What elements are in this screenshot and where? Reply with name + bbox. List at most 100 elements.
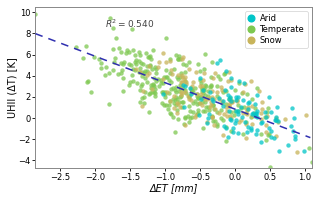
Point — [212, 107, 218, 110]
Point — [175, 111, 180, 114]
Point — [173, 91, 178, 94]
Point — [118, 50, 123, 53]
Point — [177, 75, 182, 79]
Point — [243, 111, 249, 115]
Point — [168, 111, 173, 114]
Point — [126, 84, 131, 87]
Point — [147, 72, 152, 75]
Point — [218, 78, 223, 81]
Point — [85, 79, 90, 83]
Point — [123, 51, 128, 55]
Point — [188, 88, 193, 91]
Point — [186, 98, 191, 101]
Point — [198, 98, 204, 101]
Point — [265, 106, 271, 109]
Point — [265, 114, 270, 118]
Point — [266, 133, 271, 136]
Point — [188, 99, 193, 102]
Point — [198, 95, 203, 98]
Point — [232, 89, 237, 92]
Point — [208, 105, 213, 108]
Point — [178, 80, 183, 83]
Point — [266, 96, 271, 99]
Point — [152, 65, 158, 68]
Point — [274, 105, 279, 108]
Point — [178, 57, 183, 60]
Point — [160, 52, 165, 55]
Point — [121, 89, 126, 92]
Point — [208, 103, 213, 106]
Point — [226, 97, 231, 101]
Point — [200, 79, 205, 82]
Point — [116, 46, 121, 49]
Point — [246, 125, 251, 129]
Point — [131, 67, 136, 70]
Point — [175, 74, 181, 77]
Point — [138, 61, 144, 64]
Point — [239, 115, 244, 118]
Point — [183, 75, 188, 78]
Point — [183, 63, 189, 66]
Point — [224, 125, 229, 128]
Point — [223, 102, 228, 105]
Point — [237, 120, 242, 123]
Point — [183, 82, 188, 85]
Point — [151, 48, 156, 52]
Point — [180, 91, 185, 95]
Point — [186, 96, 191, 99]
Point — [212, 119, 218, 122]
Point — [119, 61, 124, 64]
Point — [276, 121, 281, 124]
Point — [145, 73, 150, 77]
Point — [263, 138, 269, 142]
Point — [148, 54, 153, 57]
Point — [202, 109, 207, 112]
Point — [244, 108, 249, 111]
Point — [228, 117, 233, 120]
Point — [119, 71, 124, 75]
Point — [198, 102, 203, 105]
Point — [203, 100, 208, 103]
Point — [253, 103, 258, 106]
Point — [182, 79, 187, 83]
Point — [258, 141, 263, 144]
Point — [151, 84, 156, 87]
Point — [228, 76, 233, 79]
Point — [291, 117, 296, 120]
Point — [223, 89, 228, 93]
Point — [183, 117, 188, 120]
Point — [243, 82, 248, 85]
Point — [202, 67, 207, 71]
Point — [130, 49, 135, 52]
Point — [153, 68, 158, 71]
Point — [111, 69, 116, 72]
Point — [203, 53, 208, 56]
Point — [172, 67, 177, 70]
Point — [265, 111, 270, 114]
Point — [210, 76, 215, 79]
Point — [232, 114, 237, 117]
Point — [152, 91, 157, 94]
Point — [273, 118, 278, 122]
Point — [92, 55, 97, 58]
Point — [200, 110, 205, 113]
Point — [178, 105, 183, 108]
Point — [246, 100, 251, 103]
Point — [235, 104, 241, 107]
Point — [148, 64, 153, 67]
Point — [182, 85, 188, 88]
Point — [221, 104, 226, 107]
Point — [241, 98, 246, 101]
Point — [104, 65, 109, 68]
Point — [228, 111, 233, 114]
Point — [171, 95, 176, 98]
Point — [149, 84, 154, 87]
Point — [184, 80, 189, 83]
Point — [221, 133, 226, 136]
Point — [191, 91, 196, 94]
Legend: Arid, Temperate, Snow: Arid, Temperate, Snow — [245, 11, 308, 48]
Point — [128, 81, 133, 84]
Point — [227, 115, 233, 118]
Point — [187, 86, 192, 90]
Point — [246, 101, 251, 104]
